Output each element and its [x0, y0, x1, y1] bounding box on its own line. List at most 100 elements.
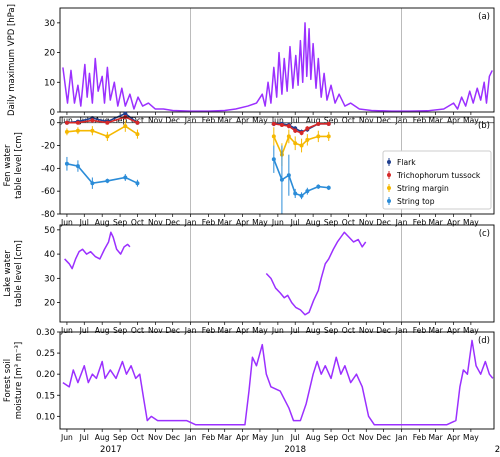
x-tick-label: Feb — [413, 218, 427, 227]
plot-frame — [59, 224, 495, 323]
data-point — [271, 121, 276, 126]
y-axis-label: Daily maximum VPD [hPa] — [7, 4, 17, 116]
x-tick-label: Aug — [95, 433, 110, 442]
x-tick-label: Oct — [131, 116, 144, 125]
y-tick-label: 10 — [44, 78, 55, 88]
data-point — [123, 175, 128, 180]
x-tick-label: Dec — [165, 116, 180, 125]
x-tick-label: Oct — [342, 433, 355, 442]
x-tick-label: Aug — [306, 326, 321, 335]
x-tick-label: Jul — [290, 218, 300, 227]
legend-entry: String top — [397, 197, 435, 206]
x-tick-label: Sep — [113, 433, 127, 442]
x-tick-label: Feb — [202, 433, 216, 442]
x-tick-label: Nov — [359, 326, 374, 335]
x-tick-label: Jul — [290, 116, 300, 125]
x-tick-label: Jul — [79, 218, 89, 227]
x-tick-label: Jun — [271, 326, 284, 335]
x-tick-label: Sep — [324, 326, 338, 335]
data-point — [279, 177, 284, 182]
legend-marker — [387, 160, 391, 164]
year-label: 2017 — [100, 445, 122, 455]
legend-entry: Flark — [397, 158, 416, 167]
data-point — [286, 173, 291, 178]
y-tick-label: 0.10 — [36, 412, 55, 422]
x-tick-label: Jan — [184, 218, 197, 227]
y-tick-label: -60 — [41, 187, 55, 197]
series-top — [64, 145, 331, 214]
x-tick-label: Mar — [428, 326, 443, 335]
series-tussock — [64, 115, 331, 136]
legend-box — [382, 150, 492, 210]
x-tick-label: Oct — [342, 116, 355, 125]
y-tick-label: 0.25 — [36, 349, 55, 359]
x-tick-label: Jul — [79, 433, 89, 442]
y-tick-label: 0.20 — [36, 370, 55, 380]
x-tick-label: Feb — [202, 326, 216, 335]
x-tick-label: Mar — [428, 116, 443, 125]
series-line — [265, 231, 367, 316]
x-tick-label: Mar — [218, 218, 233, 227]
x-tick-label: Dec — [376, 116, 391, 125]
x-tick-label: Jun — [271, 218, 284, 227]
data-point — [279, 122, 284, 127]
x-tick-label: May — [463, 433, 479, 442]
x-tick-label: Dec — [165, 218, 180, 227]
x-tick-label: Apr — [236, 116, 250, 125]
x-tick-label: May — [463, 218, 479, 227]
x-tick-label: Dec — [376, 326, 391, 335]
x-tick-label: Jun — [60, 433, 73, 442]
x-tick-label: Oct — [131, 433, 144, 442]
data-point — [135, 132, 140, 137]
x-tick-label: Nov — [148, 326, 163, 335]
x-tick-label: May — [252, 218, 268, 227]
y-tick-label: 0.15 — [36, 391, 55, 401]
x-tick-label: Aug — [306, 218, 321, 227]
y-tick-label: 40 — [44, 250, 55, 260]
x-tick-label: May — [463, 116, 479, 125]
x-tick-label: Dec — [376, 433, 391, 442]
x-tick-label: Feb — [413, 433, 427, 442]
data-point — [293, 128, 298, 133]
x-tick-label: Feb — [202, 116, 216, 125]
x-tick-label: Oct — [131, 326, 144, 335]
data-point — [326, 134, 331, 139]
x-tick-label: Apr — [236, 218, 250, 227]
data-point — [299, 143, 304, 148]
series-line — [62, 339, 494, 426]
x-tick-label: Apr — [236, 326, 250, 335]
x-tick-label: Nov — [148, 218, 163, 227]
x-tick-label: Feb — [202, 218, 216, 227]
data-point — [90, 118, 95, 123]
y-tick-label: -40 — [41, 164, 55, 174]
x-tick-label: Aug — [306, 116, 321, 125]
x-tick-label: Dec — [165, 433, 180, 442]
x-tick-label: Aug — [306, 433, 321, 442]
y-axis-label: moisture [m³ m⁻³] — [14, 342, 24, 419]
y-axis-label: Lake water — [3, 250, 13, 297]
y-tick-label: 30 — [44, 274, 55, 284]
x-tick-label: Mar — [428, 218, 443, 227]
legend-marker — [387, 186, 391, 190]
data-point — [75, 128, 80, 133]
data-point — [293, 191, 298, 196]
legend-marker — [387, 199, 391, 203]
y-tick-label: 20 — [44, 49, 55, 59]
x-tick-label: Jan — [184, 116, 197, 125]
data-point — [299, 193, 304, 198]
data-point — [135, 120, 140, 125]
y-axis-label: Fen water — [3, 144, 13, 186]
panel-label: (d) — [478, 336, 490, 346]
plot-frame — [59, 116, 495, 215]
data-point — [305, 137, 310, 142]
plot-frame — [59, 7, 495, 113]
x-tick-label: Apr — [447, 116, 461, 125]
y-tick-label: 0 — [50, 119, 55, 129]
x-tick-label: Apr — [236, 433, 250, 442]
x-tick-label: Mar — [218, 326, 233, 335]
x-tick-label: Mar — [218, 433, 233, 442]
x-tick-label: Apr — [447, 218, 461, 227]
